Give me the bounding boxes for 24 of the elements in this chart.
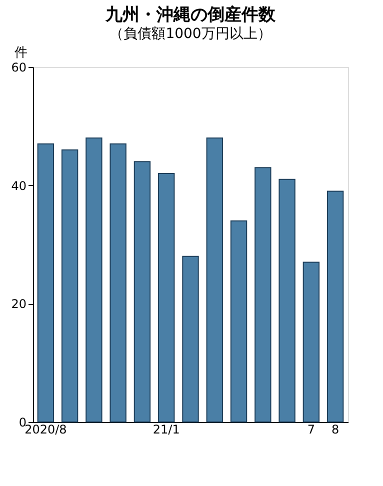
- bar: [37, 143, 54, 422]
- bar: [278, 178, 296, 422]
- bar: [182, 256, 199, 422]
- bar: [61, 149, 78, 422]
- y-tick-label: 0: [18, 416, 26, 430]
- bar: [230, 220, 248, 422]
- y-tick-label: 20: [11, 297, 26, 312]
- bar: [254, 167, 272, 422]
- bar: [158, 173, 175, 422]
- y-tick-label: 60: [11, 60, 26, 74]
- y-tick-label: 40: [11, 178, 26, 193]
- x-tick-label: 7: [307, 422, 316, 436]
- chart-title: 九州・沖縄の倒産件数: [104, 5, 276, 25]
- bar: [110, 143, 126, 422]
- x-tick-label: 2020/8: [24, 422, 67, 436]
- y-axis-title: 件: [14, 46, 28, 60]
- chart-subtitle: （負債額1000万円以上）: [110, 26, 272, 42]
- bar: [86, 138, 102, 422]
- bar: [302, 262, 320, 422]
- bar: [326, 190, 344, 422]
- x-tick-label: 8: [332, 422, 340, 436]
- x-tick-label: 21/1: [152, 422, 180, 436]
- bar: [206, 138, 223, 422]
- bar: [134, 161, 151, 422]
